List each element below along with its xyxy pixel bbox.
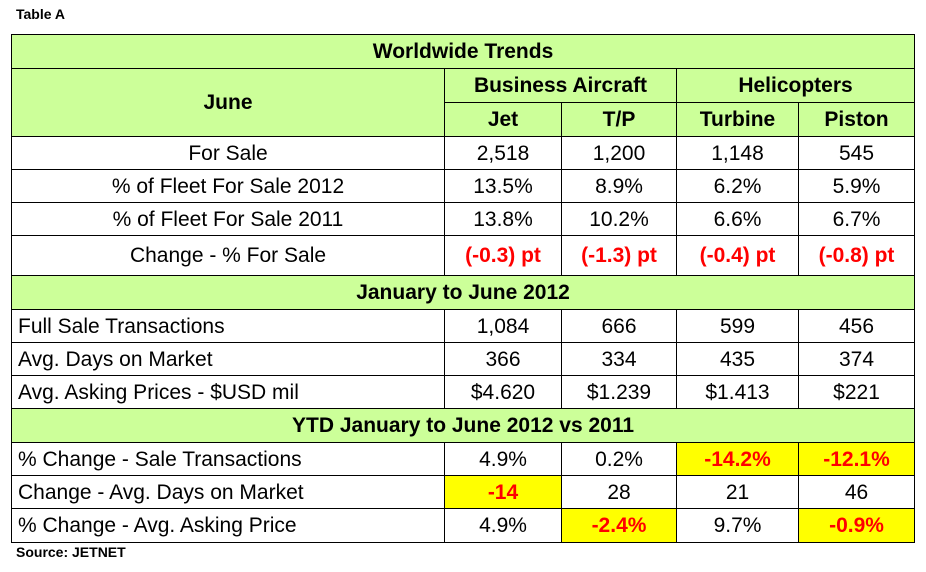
group-helicopters: Helicopters [675, 68, 916, 103]
cell-value: $1.239 [561, 375, 677, 409]
row-label: % Change - Sale Transactions [11, 442, 445, 476]
cell-value: 10.2% [561, 202, 677, 236]
section-title-jan-jun-2012: January to June 2012 [10, 275, 916, 310]
source-note: Source: JETNET [16, 544, 126, 560]
cell-value-negative-highlighted: -0.9% [797, 508, 916, 543]
worldwide-trends-table: Worldwide Trends June Business Aircraft … [10, 34, 916, 543]
cell-value: 374 [797, 342, 916, 376]
cell-value: 366 [444, 342, 562, 376]
cell-value: 1,200 [561, 136, 677, 170]
cell-value: 9.7% [676, 508, 799, 543]
table-row: % of Fleet For Sale 2011 13.8% 10.2% 6.6… [11, 202, 916, 236]
column-header-tp: T/P [561, 102, 677, 137]
cell-value: 5.9% [797, 169, 916, 203]
cell-value: 1,148 [676, 136, 799, 170]
row-label: % of Fleet For Sale 2012 [11, 169, 445, 203]
cell-value: $1.413 [676, 375, 799, 409]
table-row: Avg. Asking Prices - $USD mil $4.620 $1.… [11, 375, 916, 409]
column-header-jet: Jet [444, 102, 562, 137]
cell-value: 46 [797, 475, 916, 509]
row-header-june: June [11, 68, 445, 137]
table-row: Change - % For Sale (-0.3) pt (-1.3) pt … [11, 235, 916, 276]
row-label: Avg. Asking Prices - $USD mil [11, 375, 445, 409]
table-row: Change - Avg. Days on Market -14 28 21 4… [11, 475, 916, 509]
table-row: Avg. Days on Market 366 334 435 374 [11, 342, 916, 376]
group-business-aircraft: Business Aircraft [444, 68, 677, 103]
cell-value: 1,084 [444, 309, 562, 343]
cell-value: 4.9% [444, 508, 562, 543]
row-label: Avg. Days on Market [11, 342, 445, 376]
cell-value: 599 [676, 309, 799, 343]
table-row: % Change - Avg. Asking Price 4.9% -2.4% … [11, 508, 916, 543]
cell-value: 6.6% [676, 202, 799, 236]
row-label: Full Sale Transactions [11, 309, 445, 343]
cell-value: 2,518 [444, 136, 562, 170]
column-header-piston: Piston [797, 102, 916, 137]
row-label: Change - Avg. Days on Market [11, 475, 445, 509]
table-row: % of Fleet For Sale 2012 13.5% 8.9% 6.2%… [11, 169, 916, 203]
table-row: Full Sale Transactions 1,084 666 599 456 [11, 309, 916, 343]
cell-value-negative: (-0.4) pt [676, 235, 799, 276]
row-label: % of Fleet For Sale 2011 [11, 202, 445, 236]
cell-value: 666 [561, 309, 677, 343]
cell-value: $4.620 [444, 375, 562, 409]
cell-value-negative: (-0.3) pt [444, 235, 562, 276]
section-title-ytd-comparison: YTD January to June 2012 vs 2011 [10, 408, 916, 443]
cell-value: 334 [561, 342, 677, 376]
cell-value-negative-highlighted: -2.4% [561, 508, 677, 543]
cell-value: 4.9% [444, 442, 562, 476]
cell-value: 28 [561, 475, 677, 509]
cell-value: 545 [797, 136, 916, 170]
cell-value: 456 [797, 309, 916, 343]
column-header-turbine: Turbine [676, 102, 799, 137]
cell-value: 6.2% [676, 169, 799, 203]
table-title: Worldwide Trends [10, 34, 916, 69]
table-row: % Change - Sale Transactions 4.9% 0.2% -… [11, 442, 916, 476]
cell-value: 6.7% [797, 202, 916, 236]
cell-value: $221 [797, 375, 916, 409]
cell-value-negative-highlighted: -12.1% [797, 442, 916, 476]
row-label: % Change - Avg. Asking Price [11, 508, 445, 543]
table-caption: Table A [16, 6, 66, 22]
row-label: For Sale [11, 136, 445, 170]
table-row: For Sale 2,518 1,200 1,148 545 [11, 136, 916, 170]
cell-value-negative: (-0.8) pt [797, 235, 916, 276]
cell-value: 435 [676, 342, 799, 376]
row-label: Change - % For Sale [11, 235, 445, 276]
cell-value-negative: (-1.3) pt [561, 235, 677, 276]
cell-value-negative-highlighted: -14.2% [676, 442, 799, 476]
cell-value: 13.5% [444, 169, 562, 203]
cell-value: 8.9% [561, 169, 677, 203]
cell-value: 21 [676, 475, 799, 509]
cell-value: 13.8% [444, 202, 562, 236]
cell-value-negative-highlighted: -14 [444, 475, 562, 509]
cell-value: 0.2% [561, 442, 677, 476]
